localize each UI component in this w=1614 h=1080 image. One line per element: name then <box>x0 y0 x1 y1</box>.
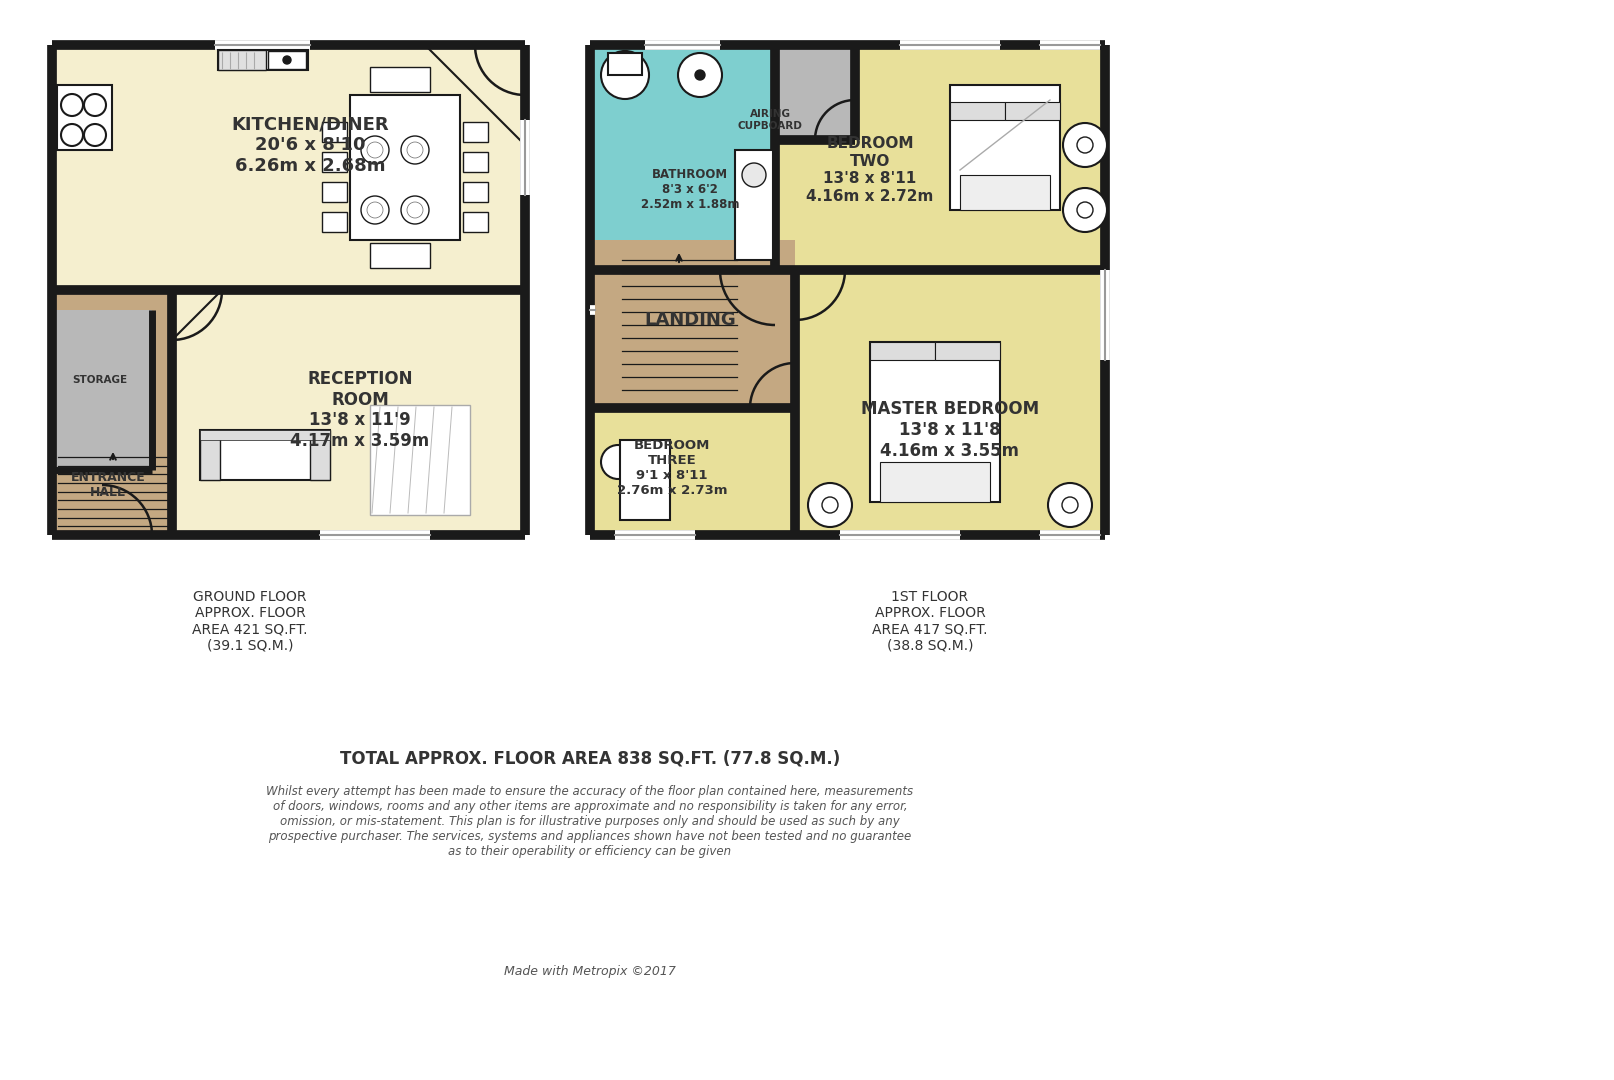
Bar <box>463 122 487 141</box>
Bar <box>321 152 347 172</box>
Bar <box>463 183 487 202</box>
Text: 1ST FLOOR
APPROX. FLOOR
AREA 417 SQ.FT.
(38.8 SQ.M.): 1ST FLOOR APPROX. FLOOR AREA 417 SQ.FT. … <box>872 590 988 652</box>
Circle shape <box>407 202 423 218</box>
Bar <box>1004 102 1059 120</box>
Circle shape <box>600 445 634 480</box>
Circle shape <box>400 195 429 224</box>
Bar <box>880 462 989 502</box>
Bar <box>854 45 1104 270</box>
Bar <box>775 140 854 270</box>
Bar <box>200 430 329 440</box>
Bar <box>370 67 429 92</box>
Circle shape <box>84 94 107 116</box>
Text: KITCHEN/DINER
20'6 x 8'10
6.26m x 2.68m: KITCHEN/DINER 20'6 x 8'10 6.26m x 2.68m <box>231 116 389 175</box>
Circle shape <box>1062 188 1106 232</box>
Bar <box>949 102 1004 120</box>
Text: BEDROOM
TWO
13'8 x 8'11
4.16m x 2.72m: BEDROOM TWO 13'8 x 8'11 4.16m x 2.72m <box>805 136 933 204</box>
Bar <box>935 342 999 360</box>
Bar <box>200 430 220 480</box>
Circle shape <box>366 202 383 218</box>
Bar <box>200 430 329 480</box>
Text: GROUND FLOOR
APPROX. FLOOR
AREA 421 SQ.FT.
(39.1 SQ.M.): GROUND FLOOR APPROX. FLOOR AREA 421 SQ.F… <box>192 590 308 652</box>
Bar <box>607 53 642 75</box>
Text: Whilst every attempt has been made to ensure the accuracy of the floor plan cont: Whilst every attempt has been made to en… <box>266 785 914 858</box>
Text: ENTRANCE
HALL: ENTRANCE HALL <box>71 471 145 499</box>
Circle shape <box>807 483 852 527</box>
Circle shape <box>84 124 107 146</box>
Circle shape <box>678 53 721 97</box>
Bar <box>350 95 460 240</box>
Bar <box>870 342 999 502</box>
Circle shape <box>1062 497 1077 513</box>
Bar <box>775 45 854 140</box>
Text: BATHROOM
8'3 x 6'2
2.52m x 1.88m: BATHROOM 8'3 x 6'2 2.52m x 1.88m <box>641 168 739 212</box>
Bar <box>463 212 487 232</box>
Circle shape <box>407 141 423 158</box>
Bar <box>870 342 935 360</box>
Bar <box>734 150 773 260</box>
Bar <box>218 50 308 70</box>
Bar <box>52 45 173 291</box>
Circle shape <box>362 136 389 164</box>
Circle shape <box>61 94 82 116</box>
Bar <box>321 122 347 141</box>
Bar <box>370 405 470 515</box>
Bar <box>620 440 670 519</box>
Bar <box>52 45 525 291</box>
Text: RECEPTION
ROOM
13'8 x 11'9
4.17m x 3.59m: RECEPTION ROOM 13'8 x 11'9 4.17m x 3.59m <box>291 369 429 450</box>
Bar <box>321 212 347 232</box>
Circle shape <box>400 136 429 164</box>
Bar <box>52 291 173 535</box>
Bar <box>959 175 1049 210</box>
Bar <box>589 240 794 270</box>
Text: TOTAL APPROX. FLOOR AREA 838 SQ.FT. (77.8 SQ.M.): TOTAL APPROX. FLOOR AREA 838 SQ.FT. (77.… <box>339 750 839 768</box>
Circle shape <box>1077 202 1093 218</box>
Text: MASTER BEDROOM
13'8 x 11'8
4.16m x 3.55m: MASTER BEDROOM 13'8 x 11'8 4.16m x 3.55m <box>860 401 1038 460</box>
Bar <box>794 270 1104 535</box>
Text: AIRING
CUPBOARD: AIRING CUPBOARD <box>738 109 802 131</box>
Circle shape <box>694 70 705 80</box>
Circle shape <box>1062 123 1106 167</box>
Bar <box>463 152 487 172</box>
Bar <box>321 183 347 202</box>
Bar <box>56 85 111 150</box>
Circle shape <box>1077 137 1093 153</box>
Text: LANDING: LANDING <box>644 311 736 329</box>
Bar <box>589 45 775 270</box>
Bar <box>173 291 525 535</box>
Bar <box>370 243 429 268</box>
Circle shape <box>61 124 82 146</box>
Circle shape <box>822 497 838 513</box>
Text: Made with Metropix ©2017: Made with Metropix ©2017 <box>504 966 676 978</box>
Circle shape <box>362 195 389 224</box>
Bar <box>268 51 305 69</box>
Text: STORAGE: STORAGE <box>73 375 128 384</box>
Circle shape <box>366 141 383 158</box>
Circle shape <box>282 56 291 64</box>
Bar <box>949 85 1059 210</box>
Text: BEDROOM
THREE
9'1 x 8'11
2.76m x 2.73m: BEDROOM THREE 9'1 x 8'11 2.76m x 2.73m <box>617 438 726 497</box>
Circle shape <box>741 163 765 187</box>
Circle shape <box>600 51 649 99</box>
Circle shape <box>1047 483 1091 527</box>
Bar <box>310 430 329 480</box>
Bar <box>218 50 266 70</box>
Bar <box>589 408 794 535</box>
Bar <box>52 310 152 470</box>
Bar <box>589 240 794 408</box>
